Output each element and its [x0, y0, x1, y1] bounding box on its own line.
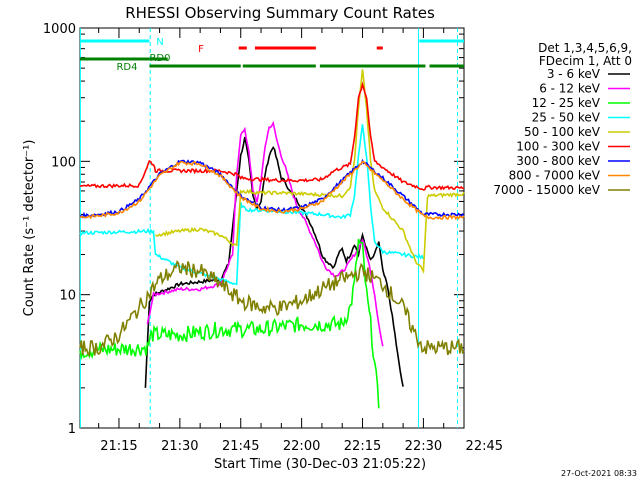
series-line-2 — [79, 238, 380, 409]
status-bars: N F RD0 RD4 — [80, 37, 464, 73]
legend-label: 25 - 50 keV — [532, 111, 601, 125]
axis-ticks — [80, 28, 465, 429]
x-tick-label: 21:30 — [161, 439, 198, 454]
legend-header-line-1: Det 1,3,4,5,6,9, — [538, 41, 632, 55]
legend-header-line-2: FDecim 1, Att 0 — [539, 54, 632, 68]
x-tick-label: 22:00 — [283, 439, 320, 454]
status-label-rd0: RD0 — [149, 53, 170, 64]
legend-label: 12 - 25 keV — [532, 96, 601, 110]
status-label-f: F — [198, 44, 204, 55]
vertical-marker-lines — [79, 28, 459, 428]
series-line-1 — [146, 120, 384, 347]
legend-label: 300 - 800 keV — [516, 154, 600, 168]
x-tick-label: 22:45 — [466, 439, 503, 454]
x-tick-label: 21:45 — [222, 439, 259, 454]
y-tick-label: 1000 — [43, 22, 76, 37]
y-tick-label: 100 — [51, 155, 76, 170]
status-label-rd4: RD4 — [116, 62, 137, 73]
chart-title: RHESSI Observing Summary Count Rates — [125, 4, 435, 22]
y-tick-label: 1 — [68, 422, 76, 437]
legend-label: 800 - 7000 keV — [509, 169, 601, 183]
legend-label: 100 - 300 keV — [516, 140, 600, 154]
x-tick-label: 21:15 — [100, 439, 137, 454]
x-tick-label: 22:15 — [344, 439, 381, 454]
series-line-4 — [155, 69, 465, 275]
x-tick-label: 22:30 — [405, 439, 442, 454]
x-axis-label: Start Time (30-Dec-03 21:05:22) — [214, 457, 426, 472]
status-label-n: N — [156, 37, 163, 48]
legend-label: 50 - 100 keV — [524, 125, 601, 139]
y-tick-label: 10 — [59, 289, 76, 304]
series-line-7 — [79, 160, 465, 221]
plot-frame — [79, 27, 465, 429]
footer-timestamp: 27-Oct-2021 08:33 — [561, 469, 637, 478]
legend-label: 6 - 12 keV — [539, 82, 601, 96]
legend-label: 7000 - 15000 keV — [493, 183, 600, 197]
series-line-8 — [79, 260, 465, 357]
x-tick-labels: 21:15 21:30 21:45 22:00 22:15 22:30 22:45 — [100, 439, 503, 454]
legend-label: 3 - 6 keV — [547, 67, 601, 81]
y-tick-labels: 1 10 100 1000 — [43, 22, 76, 437]
y-axis-label: Count Rate (s⁻¹ detector⁻¹) — [22, 140, 37, 317]
series-line-5 — [79, 81, 464, 191]
series-line-3 — [79, 124, 425, 286]
series-lines — [79, 69, 465, 409]
